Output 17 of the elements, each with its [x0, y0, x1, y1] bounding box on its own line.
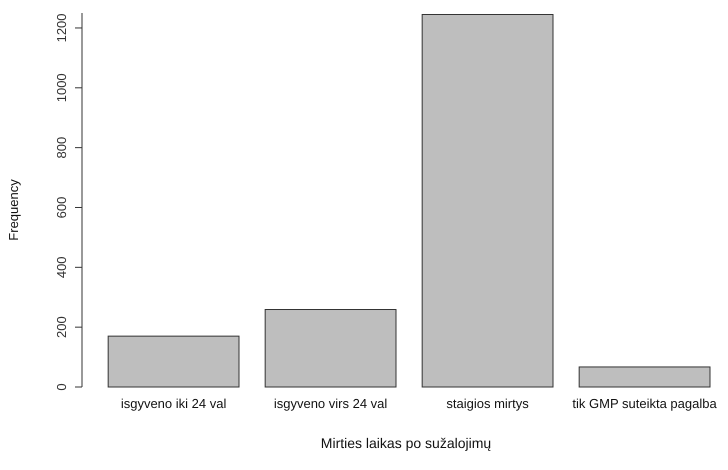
y-tick-label: 0 [54, 383, 69, 391]
bar [578, 366, 710, 388]
y-tick-label: 800 [54, 136, 69, 158]
y-tick-label: 1000 [54, 73, 69, 102]
x-axis-title: Mirties laikas po sužalojimų [320, 435, 492, 451]
bar [422, 14, 554, 388]
x-tick-label: isgyveno virs 24 val [274, 396, 388, 411]
x-tick-label: tik GMP suteikta pagalba [572, 396, 718, 411]
x-tick-label: isgyveno iki 24 val [120, 396, 226, 411]
bar [108, 336, 240, 388]
y-tick-label: 1200 [54, 14, 69, 42]
y-tick-label: 400 [54, 256, 69, 278]
bar [264, 309, 396, 388]
y-tick-label: 600 [54, 196, 69, 218]
y-axis-title: Frequency [6, 178, 21, 241]
x-tick-label: staigios mirtys [446, 396, 530, 411]
y-tick-label: 200 [54, 316, 69, 338]
